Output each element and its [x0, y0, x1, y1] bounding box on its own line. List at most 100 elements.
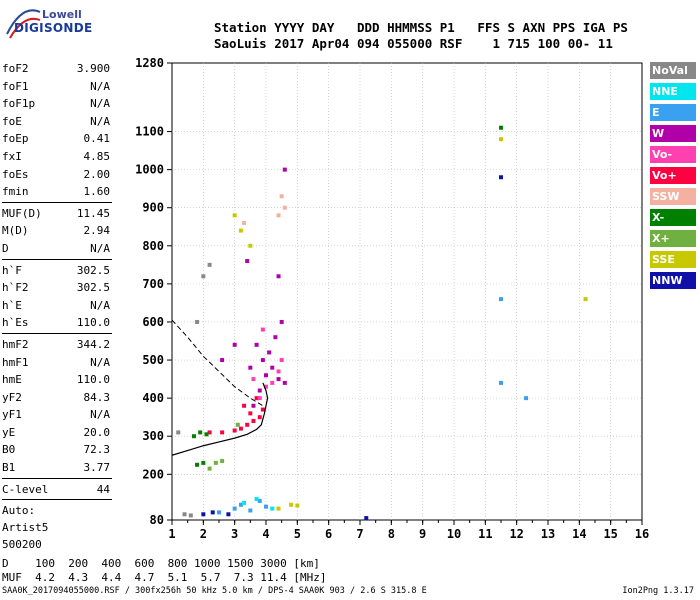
- param-label: C-level: [2, 482, 49, 496]
- legend-item: SSW: [650, 188, 696, 205]
- echo-point: [238, 426, 243, 431]
- electron-density-profile: [171, 382, 269, 456]
- echo-point: [279, 319, 284, 324]
- echo-point: [207, 262, 212, 267]
- param-row: h`E N/A: [2, 297, 112, 315]
- param-row: fmin 1.60: [2, 183, 112, 201]
- param-label: hmF2: [2, 337, 29, 351]
- param-row: foEs 2.00: [2, 166, 112, 184]
- echo-point: [217, 510, 221, 515]
- auto-line1: Auto:: [2, 504, 36, 518]
- param-value: N/A: [90, 114, 110, 128]
- legend-item: W: [650, 125, 696, 142]
- header-line1: Station YYYY DAY DDD HHMMSS P1 FFS S AXN…: [214, 20, 628, 35]
- legend-item: SSE: [650, 251, 696, 268]
- x-tick-label: 11: [478, 527, 492, 541]
- echo-point: [232, 428, 237, 433]
- param-row: hmF1 N/A: [2, 354, 112, 372]
- param-label: MUF(D): [2, 206, 42, 220]
- echo-point: [499, 125, 503, 130]
- x-tick-label: 3: [231, 527, 238, 541]
- param-row: hmE 110.0: [2, 371, 112, 389]
- y-tick-label: 1100: [135, 125, 164, 139]
- param-row: yF1 N/A: [2, 406, 112, 424]
- legend-item: NNE: [650, 83, 696, 100]
- legend: NoVal NNE E W Vo- Vo+ SSW X- X+ SSE NNW: [650, 62, 696, 293]
- param-row: foF1 N/A: [2, 78, 112, 96]
- muf-distance-row: D 100 200 400 600 800 1000 1500 3000 [km…: [2, 557, 320, 570]
- echo-point: [251, 418, 256, 423]
- station-header: Station YYYY DAY DDD HHMMSS P1 FFS S AXN…: [214, 20, 628, 52]
- y-tick-label: 400: [142, 391, 164, 405]
- echo-point: [220, 430, 225, 435]
- parameter-panel: foF2 3.900 foF1 N/A foF1p N/A foE N/A foEp 0.41 fx…: [2, 60, 112, 553]
- echo-point: [364, 516, 369, 521]
- echo-point: [191, 434, 196, 439]
- echo-point: [198, 430, 203, 435]
- echo-point: [260, 407, 265, 412]
- echo-point: [257, 415, 262, 420]
- param-label: foF1: [2, 79, 29, 93]
- software-version: Ion2Png 1.3.17: [622, 586, 694, 596]
- param-row: MUF(D) 11.45: [2, 205, 112, 223]
- auto-line3: 500200: [2, 538, 42, 552]
- y-tick-label: 800: [142, 239, 164, 253]
- auto-scaling-info: Auto: Artist5 500200: [2, 502, 112, 553]
- echo-point: [207, 466, 212, 471]
- x-tick-label: 13: [541, 527, 555, 541]
- echo-point: [276, 377, 281, 382]
- separator: [2, 258, 112, 260]
- param-row: B1 3.77: [2, 459, 112, 477]
- file-info-footer: SAA0K_2017094055000.RSF / 300fx256h 50 k…: [2, 586, 427, 596]
- params-group3: h`F 302.5 h`F2 302.5 h`E N/A h`Es 110.0: [2, 262, 112, 332]
- separator: [2, 201, 112, 203]
- param-value: 2.94: [83, 224, 111, 238]
- param-label: D: [2, 241, 9, 255]
- legend-item: Vo+: [650, 167, 696, 184]
- param-row: foEp 0.41: [2, 130, 112, 148]
- x-tick-label: 16: [635, 527, 649, 541]
- param-value: 4.85: [83, 149, 111, 163]
- echo-point: [207, 430, 212, 435]
- echo-point: [270, 365, 275, 370]
- logo-line2: DIGISONDE: [14, 21, 93, 35]
- echo-point: [245, 259, 250, 264]
- param-row: hmF2 344.2: [2, 336, 112, 354]
- x-tick-label: 7: [356, 527, 363, 541]
- y-tick-label: 1000: [135, 163, 164, 177]
- y-tick-label: 300: [142, 429, 164, 443]
- legend-item: X-: [650, 209, 696, 226]
- param-label: foF2: [2, 62, 29, 75]
- echo-point: [270, 506, 275, 511]
- param-row: h`F2 302.5: [2, 279, 112, 297]
- param-label: yF2: [2, 390, 22, 404]
- param-value: N/A: [90, 355, 110, 369]
- y-tick-label: 900: [142, 201, 164, 215]
- param-value: N/A: [90, 298, 110, 312]
- legend-item: NoVal: [650, 62, 696, 79]
- param-row: yF2 84.3: [2, 389, 112, 407]
- echo-point: [204, 432, 209, 437]
- y-tick-label: 600: [142, 315, 164, 329]
- param-label: hmE: [2, 373, 22, 387]
- echo-point: [499, 175, 503, 180]
- x-tick-label: 6: [325, 527, 332, 541]
- echo-point: [232, 342, 237, 347]
- param-value: 11.45: [76, 206, 110, 220]
- echo-point: [276, 274, 281, 279]
- echo-point: [251, 403, 256, 408]
- echo-point: [242, 403, 247, 408]
- echo-point: [276, 213, 281, 218]
- params-group2: MUF(D) 11.45 M(D) 2.94 D N/A: [2, 205, 112, 258]
- echo-point: [276, 369, 281, 374]
- param-label: h`F: [2, 263, 22, 277]
- echo-point: [267, 350, 272, 355]
- echo-point: [279, 358, 284, 363]
- param-value: 344.2: [76, 337, 110, 351]
- param-row: M(D) 2.94: [2, 222, 112, 240]
- param-value: 1.60: [83, 185, 111, 199]
- echo-point: [282, 167, 287, 172]
- param-row: h`Es 110.0: [2, 314, 112, 332]
- y-tick-label: 80: [150, 513, 164, 527]
- echo-point: [232, 213, 237, 218]
